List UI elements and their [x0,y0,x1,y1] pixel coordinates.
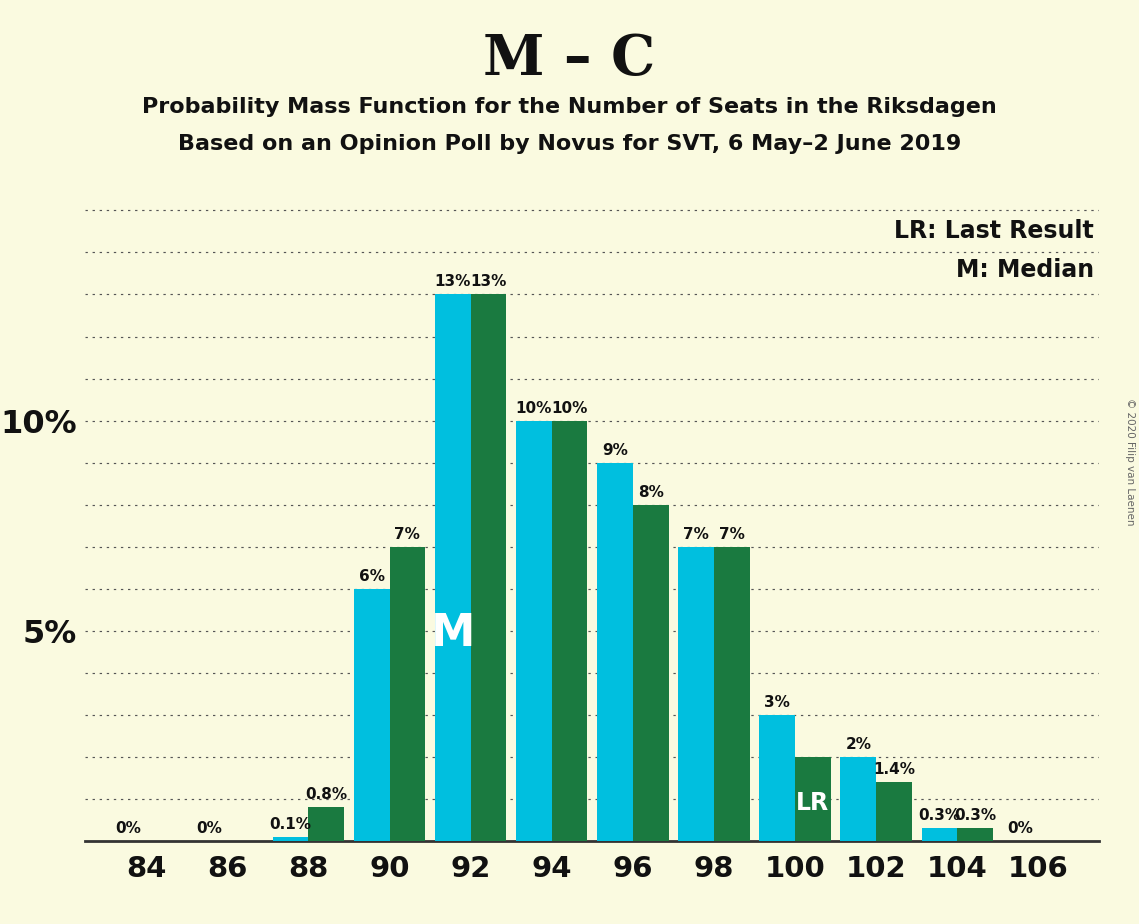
Text: 6%: 6% [359,568,385,584]
Text: 7%: 7% [683,527,708,541]
Bar [470,295,507,841]
Bar [957,828,993,841]
Text: LR: Last Result: LR: Last Result [894,219,1095,243]
Text: 10%: 10% [516,400,552,416]
Text: 0%: 0% [1008,821,1033,836]
Bar [921,828,957,841]
Text: 0.3%: 0.3% [918,808,960,823]
Text: Probability Mass Function for the Number of Seats in the Riksdagen: Probability Mass Function for the Number… [142,97,997,117]
Text: 8%: 8% [638,484,664,500]
Bar [272,836,309,841]
Text: 13%: 13% [435,274,472,289]
Text: 0%: 0% [115,821,141,836]
Bar [390,547,425,841]
Text: 3%: 3% [764,695,790,710]
Text: M – C: M – C [483,32,656,88]
Text: © 2020 Filip van Laenen: © 2020 Filip van Laenen [1125,398,1134,526]
Text: 9%: 9% [603,443,628,457]
Text: M: Median: M: Median [956,258,1095,282]
Text: 7%: 7% [719,527,745,541]
Text: 1.4%: 1.4% [872,762,915,777]
Text: 0%: 0% [197,821,222,836]
Text: 7%: 7% [394,527,420,541]
Bar [795,757,830,841]
Bar [678,547,714,841]
Text: 10%: 10% [551,400,588,416]
Bar [516,420,551,841]
Bar [597,463,633,841]
Text: 0.1%: 0.1% [270,817,312,832]
Bar [551,420,588,841]
Bar [309,808,344,841]
Text: 0.3%: 0.3% [954,808,997,823]
Bar [760,715,795,841]
Text: LR: LR [796,791,829,815]
Text: 13%: 13% [470,274,507,289]
Text: 2%: 2% [845,736,871,752]
Text: 0.8%: 0.8% [305,787,347,802]
Bar [714,547,749,841]
Bar [633,505,669,841]
Bar [435,295,470,841]
Text: Based on an Opinion Poll by Novus for SVT, 6 May–2 June 2019: Based on an Opinion Poll by Novus for SV… [178,134,961,154]
Bar [841,757,876,841]
Bar [876,782,912,841]
Text: M: M [431,612,475,655]
Bar [354,589,390,841]
